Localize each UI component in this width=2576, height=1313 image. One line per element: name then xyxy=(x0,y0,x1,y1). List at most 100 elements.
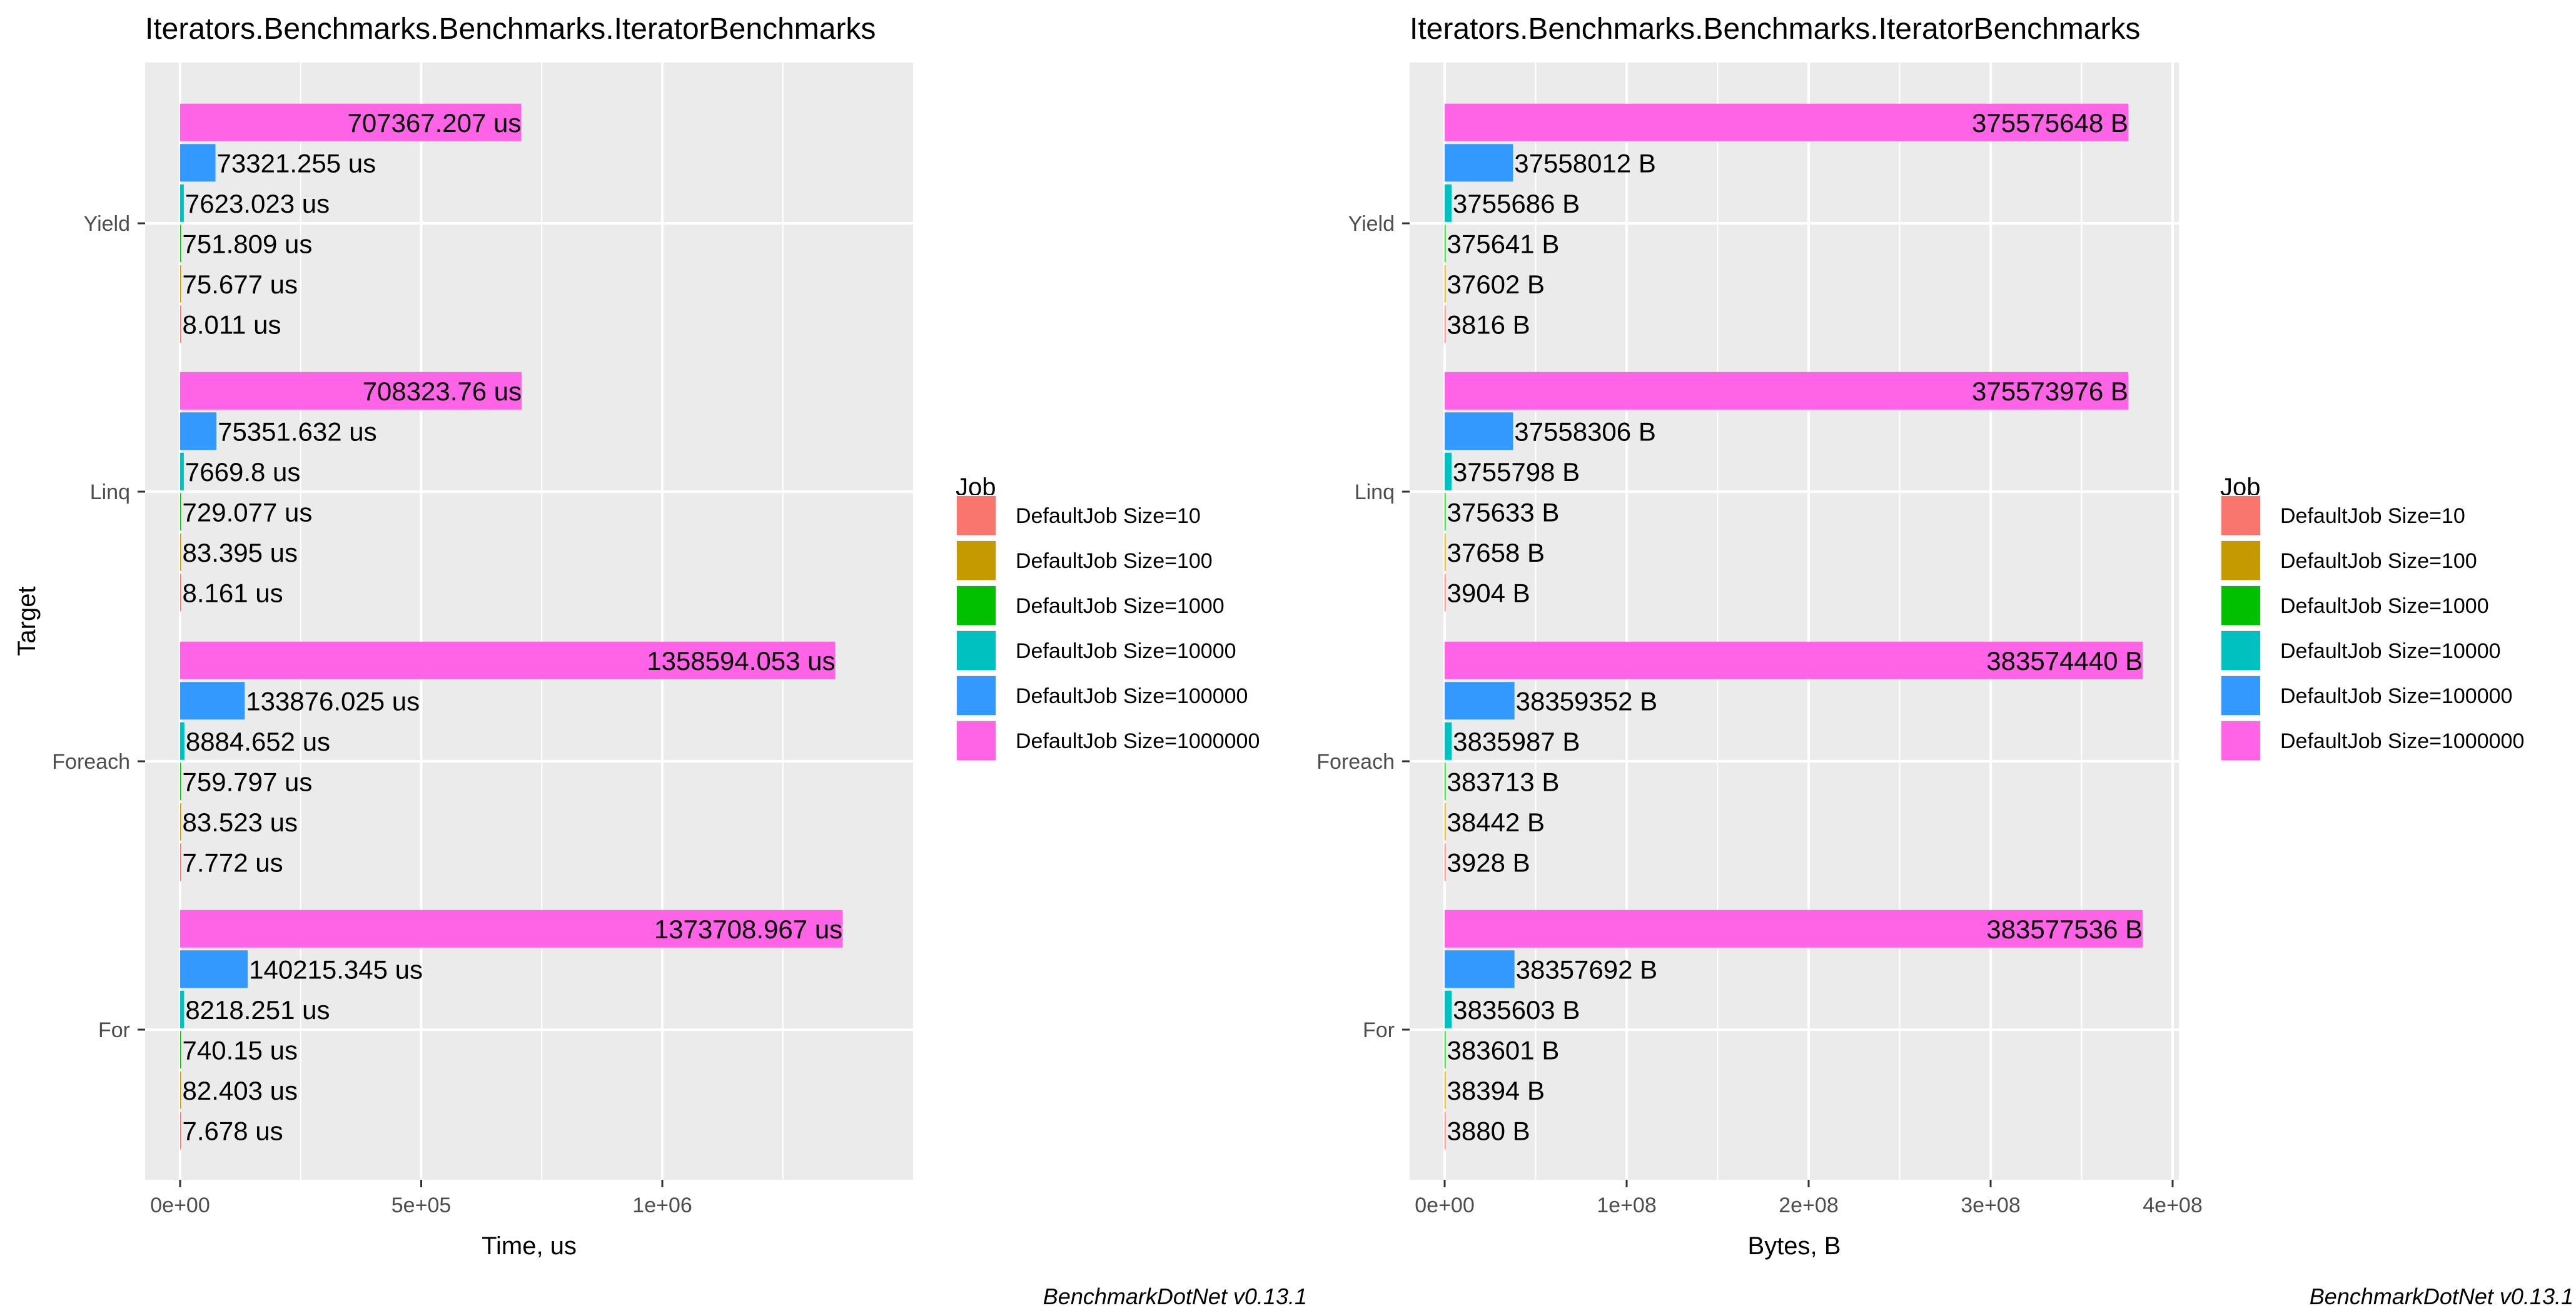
bar-for-defaultjob-size-10 xyxy=(1445,1112,1446,1150)
bar-value-label: 708323.76 us xyxy=(363,377,522,406)
bar-value-label: 83.395 us xyxy=(183,538,298,567)
bar-foreach-defaultjob-size-100000 xyxy=(180,682,245,720)
bar-value-label: 8218.251 us xyxy=(185,995,330,1025)
x-tick-label: 0e+00 xyxy=(150,1194,210,1217)
bar-for-defaultjob-size-1000 xyxy=(1445,1031,1446,1069)
x-axis-label: Time, us xyxy=(482,1232,577,1260)
y-tick-label: Foreach xyxy=(1316,750,1395,774)
bar-value-label: 740.15 us xyxy=(183,1035,298,1065)
bar-value-label: 7.678 us xyxy=(183,1116,283,1145)
plot-panel xyxy=(145,63,913,1180)
bar-value-label: 38442 B xyxy=(1447,808,1545,837)
x-tick-label: 2e+08 xyxy=(1779,1194,1839,1217)
bar-yield-defaultjob-size-10 xyxy=(180,305,181,343)
x-axis-label: Bytes, B xyxy=(1748,1232,1841,1260)
bar-linq-defaultjob-size-10000 xyxy=(180,452,184,490)
legend-swatch xyxy=(2221,586,2260,625)
bar-yield-defaultjob-size-100000 xyxy=(180,144,216,182)
x-tick-label: 4e+08 xyxy=(2143,1194,2203,1217)
bar-yield-defaultjob-size-1000000 xyxy=(180,103,522,141)
bar-for-defaultjob-size-100000 xyxy=(1445,950,1515,988)
bar-value-label: 3755798 B xyxy=(1453,457,1580,487)
bar-linq-defaultjob-size-10 xyxy=(1445,574,1446,612)
legend-swatch xyxy=(957,721,996,760)
bar-for-defaultjob-size-1000000 xyxy=(180,910,843,948)
x-tick-label: 1e+06 xyxy=(632,1194,692,1217)
bar-value-label: 375573976 B xyxy=(1972,377,2128,406)
bar-foreach-defaultjob-size-100 xyxy=(1445,803,1446,841)
bar-value-label: 7.772 us xyxy=(183,848,283,877)
bar-foreach-defaultjob-size-10 xyxy=(1445,843,1446,881)
bar-value-label: 82.403 us xyxy=(183,1076,298,1105)
bytes-chart: Iterators.Benchmarks.Benchmarks.Iterator… xyxy=(1316,13,2573,1309)
bar-for-defaultjob-size-100000 xyxy=(180,950,248,988)
bar-value-label: 7669.8 us xyxy=(185,457,301,487)
time-chart: Iterators.Benchmarks.Benchmarks.Iterator… xyxy=(13,13,1307,1309)
bar-value-label: 1373708.967 us xyxy=(654,915,842,944)
y-tick-label: Linq xyxy=(90,480,130,504)
x-tick-label: 3e+08 xyxy=(1961,1194,2021,1217)
legend-swatch xyxy=(957,496,996,535)
legend-swatch xyxy=(957,631,996,670)
legend-swatch xyxy=(2221,721,2260,760)
legend-label: DefaultJob Size=100 xyxy=(1016,549,1213,573)
bar-value-label: 375633 B xyxy=(1447,497,1560,527)
legend-label: DefaultJob Size=1000 xyxy=(2280,594,2489,618)
bar-foreach-defaultjob-size-1000000 xyxy=(180,641,836,679)
bars xyxy=(180,103,843,1150)
x-axis-ticks: 0e+00 1e+08 2e+08 3e+08 4e+08 xyxy=(1415,1180,2203,1217)
bar-labels: 8.011 us 75.677 us 751.809 us 7623.023 us 73… xyxy=(183,108,843,1146)
bar-for-defaultjob-size-1000000 xyxy=(1445,910,2143,948)
bar-value-label: 8.161 us xyxy=(183,578,283,607)
bar-value-label: 37558012 B xyxy=(1514,148,1656,178)
y-tick-label: For xyxy=(98,1018,130,1042)
bar-value-label: 707367.207 us xyxy=(347,108,521,138)
bar-linq-defaultjob-size-100000 xyxy=(180,412,217,450)
legend-label: DefaultJob Size=10000 xyxy=(2280,639,2501,663)
legend-swatch xyxy=(2221,541,2260,580)
bar-value-label: 7623.023 us xyxy=(185,189,330,218)
bar-yield-defaultjob-size-10000 xyxy=(1445,184,1452,222)
bar-value-label: 38359352 B xyxy=(1516,686,1658,716)
bar-value-label: 751.809 us xyxy=(183,229,313,258)
bar-value-label: 83.523 us xyxy=(183,808,298,837)
bar-linq-defaultjob-size-10 xyxy=(180,574,181,612)
bar-yield-defaultjob-size-100 xyxy=(1445,265,1446,303)
y-tick-label: Linq xyxy=(1355,480,1395,504)
bar-for-defaultjob-size-100 xyxy=(180,1071,181,1109)
bar-value-label: 3816 B xyxy=(1447,310,1530,339)
legend-label: DefaultJob Size=1000000 xyxy=(2280,729,2524,753)
bar-value-label: 729.077 us xyxy=(183,497,313,527)
plot-panel xyxy=(1410,63,2179,1180)
y-tick-label: Yield xyxy=(1348,212,1395,236)
legend-swatch xyxy=(957,541,996,580)
legend-label: DefaultJob Size=10000 xyxy=(1016,639,1236,663)
legend-swatch xyxy=(2221,631,2260,670)
bar-for-defaultjob-size-10 xyxy=(180,1112,181,1150)
bar-yield-defaultjob-size-1000000 xyxy=(1445,103,2128,141)
bar-linq-defaultjob-size-1000 xyxy=(180,493,181,531)
legend-label: DefaultJob Size=1000 xyxy=(1016,594,1225,618)
bar-foreach-defaultjob-size-1000 xyxy=(180,763,181,801)
bar-for-defaultjob-size-10000 xyxy=(1445,990,1452,1028)
bar-value-label: 8884.652 us xyxy=(186,727,330,756)
bar-value-label: 37658 B xyxy=(1447,538,1545,567)
bar-foreach-defaultjob-size-1000000 xyxy=(1445,641,2143,679)
bar-for-defaultjob-size-1000 xyxy=(180,1031,181,1069)
bar-linq-defaultjob-size-1000 xyxy=(1445,493,1446,531)
y-tick-label: Yield xyxy=(84,212,130,236)
chart-caption: BenchmarkDotNet v0.13.1 xyxy=(2310,1284,2573,1309)
bar-value-label: 375575648 B xyxy=(1972,108,2128,138)
bar-value-label: 133876.025 us xyxy=(246,686,420,716)
bar-value-label: 75351.632 us xyxy=(218,417,377,446)
bar-for-defaultjob-size-100 xyxy=(1445,1071,1446,1109)
bar-yield-defaultjob-size-10 xyxy=(1445,305,1446,343)
bar-value-label: 1358594.053 us xyxy=(647,646,835,676)
bar-value-label: 383601 B xyxy=(1447,1035,1560,1065)
bar-linq-defaultjob-size-1000000 xyxy=(180,372,522,410)
bar-value-label: 3928 B xyxy=(1447,848,1530,877)
legend-swatch xyxy=(2221,676,2260,715)
bar-linq-defaultjob-size-100 xyxy=(180,533,181,571)
